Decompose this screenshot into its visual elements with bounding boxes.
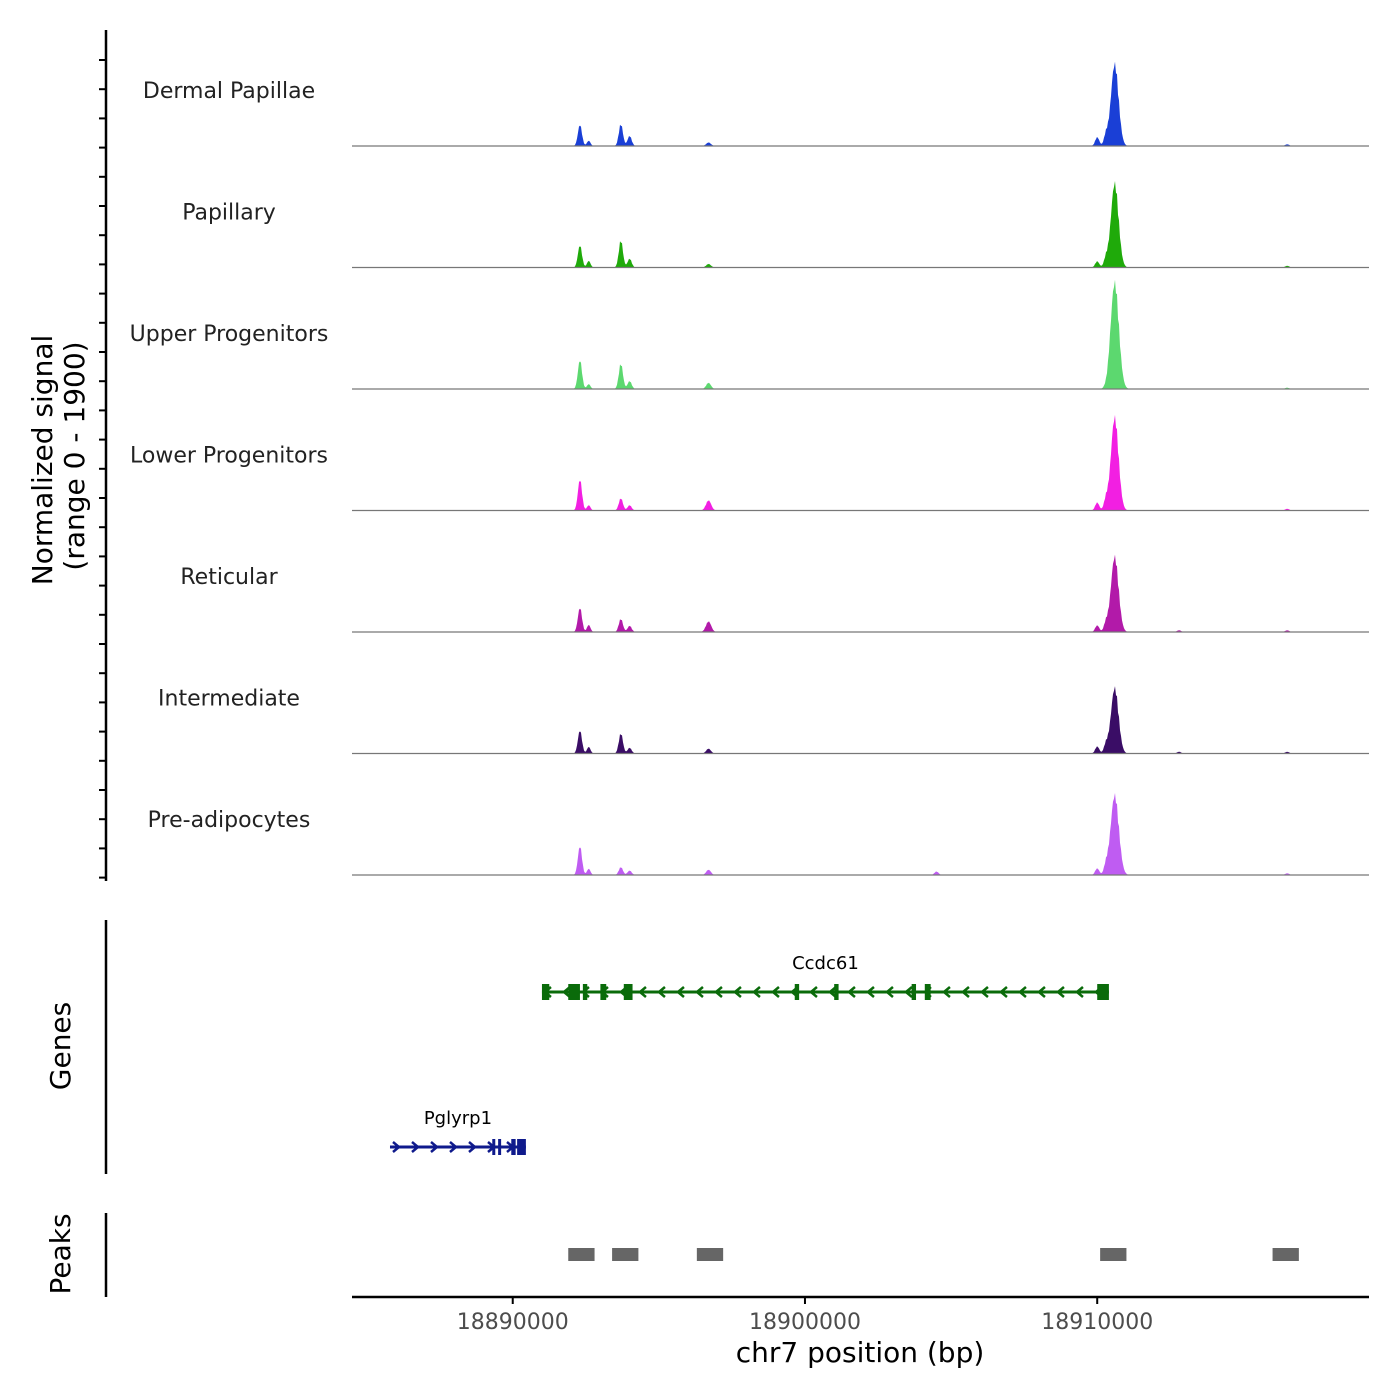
peak-region	[612, 1248, 639, 1261]
strand-arrow	[809, 986, 818, 998]
track-label: Reticular	[180, 565, 278, 590]
gene-label: Pglyrp1	[424, 1108, 492, 1129]
exon	[492, 1139, 496, 1155]
coverage-area	[352, 181, 1369, 268]
exon	[794, 984, 800, 1000]
coverage-panel: Dermal Papillae Papillary Upper Progenitor…	[130, 61, 1369, 876]
strand-arrow	[392, 1141, 401, 1153]
track-label: Intermediate	[158, 687, 300, 712]
coverage-y-axis-ticks	[99, 59, 106, 879]
strand-arrow	[411, 1141, 420, 1153]
strand-arrow	[847, 986, 856, 998]
track-label: Pre-adipocytes	[148, 808, 311, 833]
peaks-axis-title: Peaks	[44, 1213, 77, 1294]
strand-arrow	[771, 986, 780, 998]
strand-arrow	[1075, 986, 1084, 998]
track-label: Lower Progenitors	[130, 444, 328, 469]
strand-arrow	[562, 986, 571, 998]
coverage-y-axis-title-line1: Normalized signal	[26, 335, 59, 586]
strand-arrow	[999, 986, 1008, 998]
coverage-y-axis-title-line2: (range 0 - 1900)	[58, 341, 91, 570]
exon	[498, 1139, 502, 1155]
x-tick-label: 18910000	[1041, 1310, 1153, 1335]
strand-arrow	[752, 986, 761, 998]
exon	[582, 984, 588, 1000]
exon	[1097, 984, 1109, 1000]
x-tick-label: 18890000	[457, 1310, 569, 1335]
strand-arrow	[449, 1141, 458, 1153]
exon	[511, 1139, 516, 1155]
strand-arrow	[1037, 986, 1046, 998]
strand-arrow	[1056, 986, 1065, 998]
strand-arrow	[657, 986, 666, 998]
x-axis-title: chr7 position (bp)	[736, 1336, 985, 1369]
peak-region	[696, 1248, 724, 1261]
strand-arrow	[980, 986, 989, 998]
genes-panel: Ccdc61 Pglyrp1	[389, 953, 1109, 1155]
coverage-area	[352, 554, 1369, 632]
x-axis-ticks: 18890000 18900000 18910000	[457, 1297, 1153, 1335]
strand-arrow	[638, 986, 647, 998]
strand-arrow	[676, 986, 685, 998]
track-label: Upper Progenitors	[130, 322, 329, 347]
gene-label: Ccdc61	[792, 953, 859, 974]
strand-arrow	[468, 1141, 477, 1153]
track-label: Papillary	[182, 201, 276, 226]
coverage-area	[352, 61, 1369, 146]
strand-arrow	[904, 986, 913, 998]
genes-axis-title: Genes	[44, 1002, 77, 1090]
strand-arrow	[430, 1141, 439, 1153]
peak-region	[568, 1248, 595, 1261]
exon	[541, 984, 550, 1000]
coverage-area	[352, 793, 1369, 875]
exon	[568, 984, 580, 1000]
strand-arrow	[1018, 986, 1027, 998]
peak-region	[1272, 1248, 1299, 1261]
track-label: Dermal Papillae	[143, 79, 315, 104]
exon	[911, 984, 917, 1000]
exon	[834, 984, 839, 1000]
coverage-area	[352, 279, 1369, 389]
strand-arrow	[695, 986, 704, 998]
strand-arrow	[942, 986, 951, 998]
exon	[623, 984, 633, 1000]
strand-arrow	[733, 986, 742, 998]
strand-arrow	[885, 986, 894, 998]
coverage-area	[352, 686, 1369, 754]
x-tick-label: 18900000	[749, 1310, 861, 1335]
coverage-area	[352, 414, 1369, 511]
strand-arrow	[714, 986, 723, 998]
exon	[924, 984, 931, 1000]
strand-arrow	[961, 986, 970, 998]
strand-arrow	[866, 986, 875, 998]
peak-region	[1100, 1248, 1127, 1261]
strand-arrow	[828, 986, 837, 998]
exon	[517, 1139, 526, 1155]
exon	[600, 984, 607, 1000]
peaks-panel	[568, 1248, 1299, 1261]
